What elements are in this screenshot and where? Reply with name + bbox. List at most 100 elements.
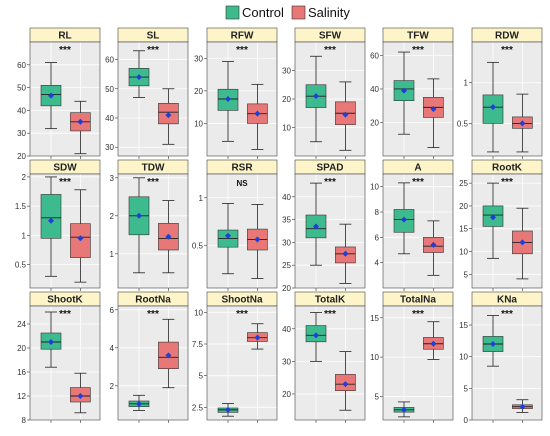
y-tick-label: 30	[282, 67, 291, 76]
y-tick-label: 1	[22, 231, 27, 240]
panel-background	[472, 42, 542, 156]
panel-title: TotalNa	[400, 295, 436, 306]
mean-marker	[225, 406, 231, 413]
significance-label: NS	[236, 179, 248, 188]
y-tick-label: 2	[22, 173, 27, 182]
mean-marker	[490, 341, 496, 347]
y-tick-label: 40	[17, 106, 26, 115]
panel-frame	[471, 173, 543, 289]
panel-totalna: TotalNa 5 10 15 ***	[370, 291, 454, 423]
y-tick-label: 30	[282, 238, 291, 247]
legend-label-control: Control	[242, 5, 284, 20]
y-tick-label: 8	[375, 208, 380, 217]
significance-label: ***	[147, 177, 159, 188]
y-tick-label: 7.5	[192, 340, 204, 349]
mean-marker	[165, 112, 172, 119]
panel-title: KNa	[497, 295, 517, 306]
y-tick-label: 35	[282, 216, 291, 225]
mean-marker	[136, 400, 142, 407]
significance-label: ***	[59, 177, 71, 188]
mean-marker	[430, 106, 437, 113]
y-tick-label: 25	[282, 261, 291, 270]
panel-rootna: RootNa 2 4 6 ***	[110, 291, 189, 423]
significance-label: ***	[324, 309, 336, 320]
box-control	[128, 394, 150, 411]
box-control	[217, 61, 239, 142]
panel-background	[472, 306, 542, 420]
y-tick-label: 4	[110, 344, 115, 353]
mean-marker	[225, 96, 231, 102]
panel-frame	[382, 173, 454, 289]
significance-label: ***	[324, 177, 336, 188]
y-tick-label: 25	[459, 179, 468, 188]
box-salinity	[512, 207, 533, 280]
panel-background	[383, 174, 453, 288]
box-salinity	[247, 203, 268, 279]
y-tick-label: 2	[110, 212, 115, 221]
mean-marker	[77, 235, 84, 242]
box-salinity	[247, 83, 268, 150]
mean-marker	[519, 403, 526, 410]
mean-marker	[254, 110, 261, 117]
box-body	[40, 194, 62, 239]
panel-spad: SPAD 20 25 30 35 40 ***	[282, 159, 366, 293]
box-control	[40, 311, 62, 368]
panel-a: A 4 6 8 10 ***	[370, 159, 454, 291]
significance-label: ***	[59, 309, 71, 320]
panel-kna: KNa 0 5 10 15 ***	[459, 291, 543, 425]
mean-marker	[401, 406, 407, 413]
mean-marker	[165, 352, 172, 359]
box-salinity	[247, 323, 268, 350]
y-tick-label: 10	[282, 124, 291, 133]
y-tick-label: 5	[375, 392, 380, 401]
mean-marker	[401, 87, 407, 94]
significance-label: ***	[501, 309, 513, 320]
y-tick-label: 2	[110, 382, 115, 391]
panel-frame	[117, 41, 189, 157]
panel-rl: RL 20 30 40 50 60 ***	[17, 27, 101, 161]
mean-marker	[136, 212, 142, 219]
y-tick-label: 50	[17, 84, 26, 93]
box-control	[482, 315, 504, 367]
panel-rfw: RFW 10 20 30 ***	[194, 27, 278, 159]
y-tick-label: 6	[375, 233, 380, 242]
panel-frame	[471, 41, 543, 157]
mean-marker	[48, 92, 54, 99]
mean-marker	[254, 236, 261, 243]
panel-sdw: SDW 0.5 1 1.5 2 ***	[15, 159, 101, 291]
mean-marker	[165, 233, 172, 240]
panel-title: SFW	[319, 31, 342, 42]
y-tick-label: 4	[375, 259, 380, 268]
mean-marker	[519, 120, 526, 127]
y-tick-label: 60	[17, 61, 26, 70]
panel-background	[30, 42, 100, 156]
box-salinity	[70, 372, 91, 414]
panel-title: SL	[147, 31, 160, 42]
box-salinity	[335, 351, 356, 411]
y-tick-label: 0.5	[457, 119, 469, 128]
y-tick-label: 0.5	[192, 241, 204, 250]
panel-frame	[117, 173, 189, 289]
box-control	[217, 403, 239, 417]
box-salinity	[158, 318, 179, 389]
panel-title: TFW	[407, 31, 429, 42]
mean-marker	[430, 241, 437, 248]
box-control	[40, 62, 62, 130]
y-tick-label: 50	[105, 85, 114, 94]
significance-label: ***	[501, 45, 513, 56]
panel-title: ShootK	[47, 295, 83, 306]
y-tick-label: 1.5	[15, 202, 27, 211]
panel-background	[118, 42, 188, 156]
panel-frame	[294, 41, 366, 157]
y-tick-label: 3	[110, 174, 115, 183]
panel-background	[295, 174, 365, 288]
panel-tfw: TFW 20 40 60 ***	[370, 27, 454, 159]
y-tick-label: 10	[194, 308, 203, 317]
box-salinity	[512, 93, 533, 153]
panel-title: RL	[58, 31, 71, 42]
panel-totalk: TotalK 20 30 40 ***	[282, 291, 366, 423]
significance-label: ***	[236, 309, 248, 320]
box-salinity	[335, 223, 356, 284]
panel-background	[295, 306, 365, 420]
y-tick-label: 5	[199, 372, 204, 381]
